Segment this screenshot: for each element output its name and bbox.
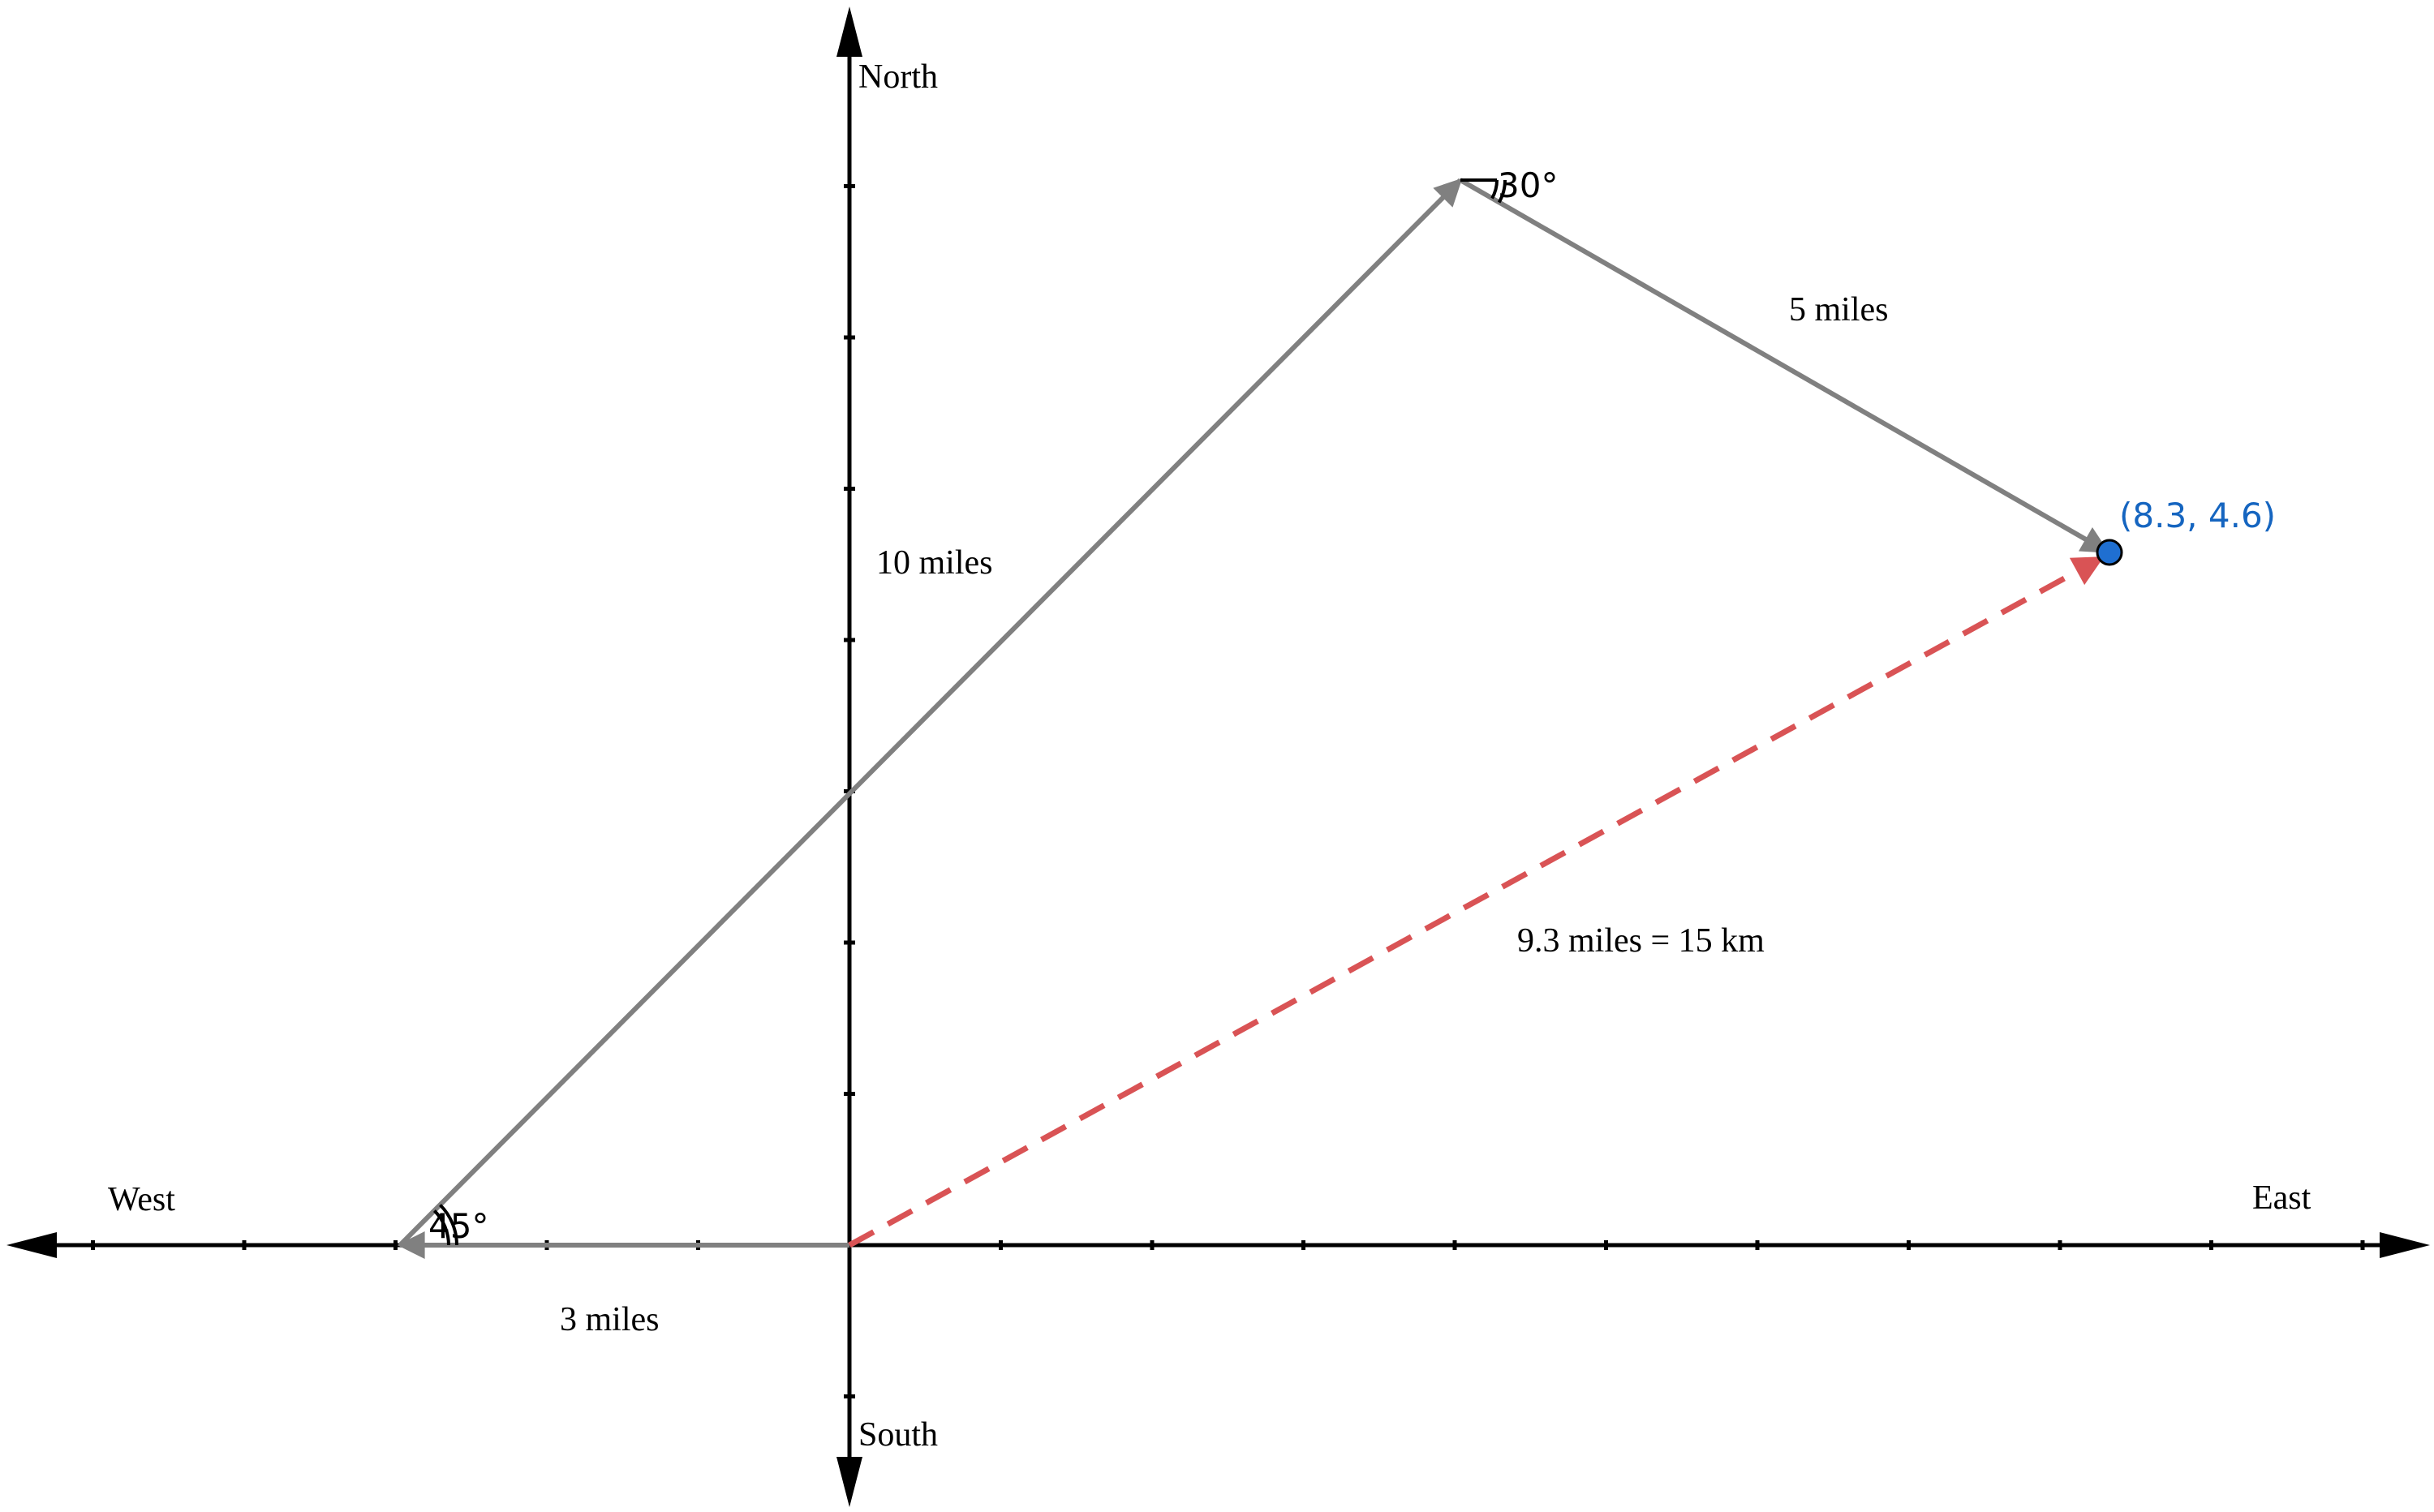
y-axis-ticks [844, 184, 855, 1398]
x-axis-east-arrowhead [2380, 1232, 2430, 1258]
endpoint-marker [2096, 539, 2123, 566]
x-axis-west-arrowhead [6, 1232, 57, 1258]
angle-label-30: 30° [1498, 165, 1558, 205]
south-label: South [858, 1416, 938, 1454]
resultant-label: 9.3 miles = 15 km [1517, 922, 1765, 960]
y-axis-south-arrowhead [836, 1457, 862, 1507]
leg-label-5-miles: 5 miles [1789, 291, 1889, 329]
west-label: West [108, 1181, 175, 1218]
east-label: East [2252, 1179, 2311, 1217]
angle-marker-45 [432, 1204, 458, 1246]
angle-marker-30 [1460, 178, 1507, 204]
leg-label-3-miles: 3 miles [560, 1301, 660, 1338]
x-axis [6, 1232, 2430, 1258]
vector-leg-5-miles [1459, 178, 2109, 554]
y-axis [836, 6, 862, 1507]
vector-leg-10-miles [398, 178, 1463, 1248]
resultant-vector [848, 555, 2105, 1248]
endpoint-coordinate-label: (8.3, 4.6) [2119, 496, 2276, 535]
north-label: North [858, 58, 938, 96]
leg-label-10-miles: 10 miles [876, 544, 993, 582]
angle-label-45: 45° [428, 1206, 488, 1246]
y-axis-north-arrowhead [836, 6, 862, 57]
